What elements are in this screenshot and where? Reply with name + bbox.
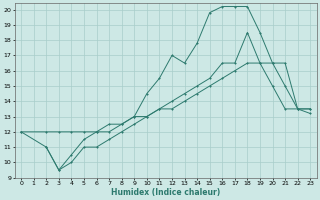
X-axis label: Humidex (Indice chaleur): Humidex (Indice chaleur): [111, 188, 220, 197]
